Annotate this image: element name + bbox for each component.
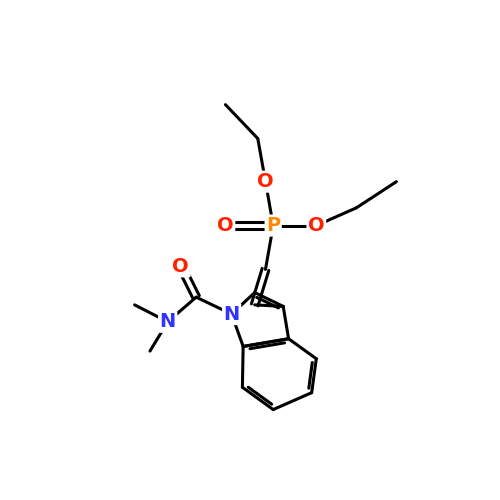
- Text: O: O: [172, 257, 189, 276]
- Text: O: O: [257, 172, 274, 191]
- Text: O: O: [308, 216, 324, 235]
- Text: N: N: [224, 304, 240, 324]
- Text: O: O: [217, 216, 234, 235]
- Text: P: P: [266, 216, 280, 235]
- Text: N: N: [160, 312, 176, 332]
